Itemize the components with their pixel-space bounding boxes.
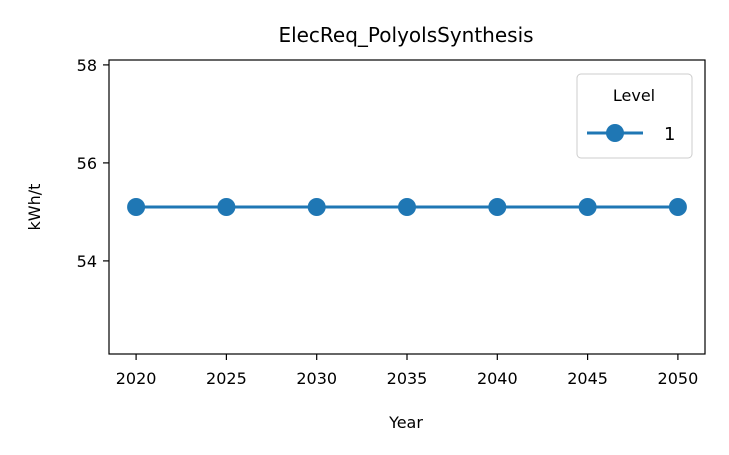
- y-axis: 54 56 58: [77, 56, 109, 271]
- legend-marker-swatch: [606, 124, 624, 142]
- x-tick-label: 2040: [477, 369, 518, 388]
- legend-title: Level: [613, 86, 655, 105]
- y-axis-label: kWh/t: [25, 184, 44, 231]
- data-point: [578, 198, 597, 216]
- data-point: [307, 198, 326, 216]
- legend-box: [576, 73, 693, 159]
- data-point: [488, 198, 507, 216]
- series-layer: [127, 198, 687, 216]
- data-point: [217, 198, 236, 216]
- legend-entry-label: 1: [664, 124, 675, 145]
- x-axis-label: Year: [388, 413, 423, 432]
- legend: Level 1: [576, 73, 693, 159]
- x-tick-label: 2025: [206, 369, 247, 388]
- data-point: [127, 198, 146, 216]
- x-tick-label: 2020: [116, 369, 157, 388]
- data-point: [398, 198, 416, 216]
- chart-title: ElecReq_PolyolsSynthesis: [278, 23, 533, 47]
- x-tick-label: 2050: [658, 369, 699, 388]
- y-tick-label: 58: [77, 56, 97, 75]
- y-tick-label: 56: [77, 154, 97, 173]
- x-tick-label: 2035: [387, 369, 428, 388]
- y-tick-label: 54: [77, 252, 97, 271]
- data-point: [668, 198, 687, 216]
- x-tick-label: 2030: [296, 369, 337, 388]
- x-tick-label: 2045: [567, 369, 608, 388]
- x-axis: 2020 2025 2030 2035 2040 2045 2050: [116, 354, 699, 388]
